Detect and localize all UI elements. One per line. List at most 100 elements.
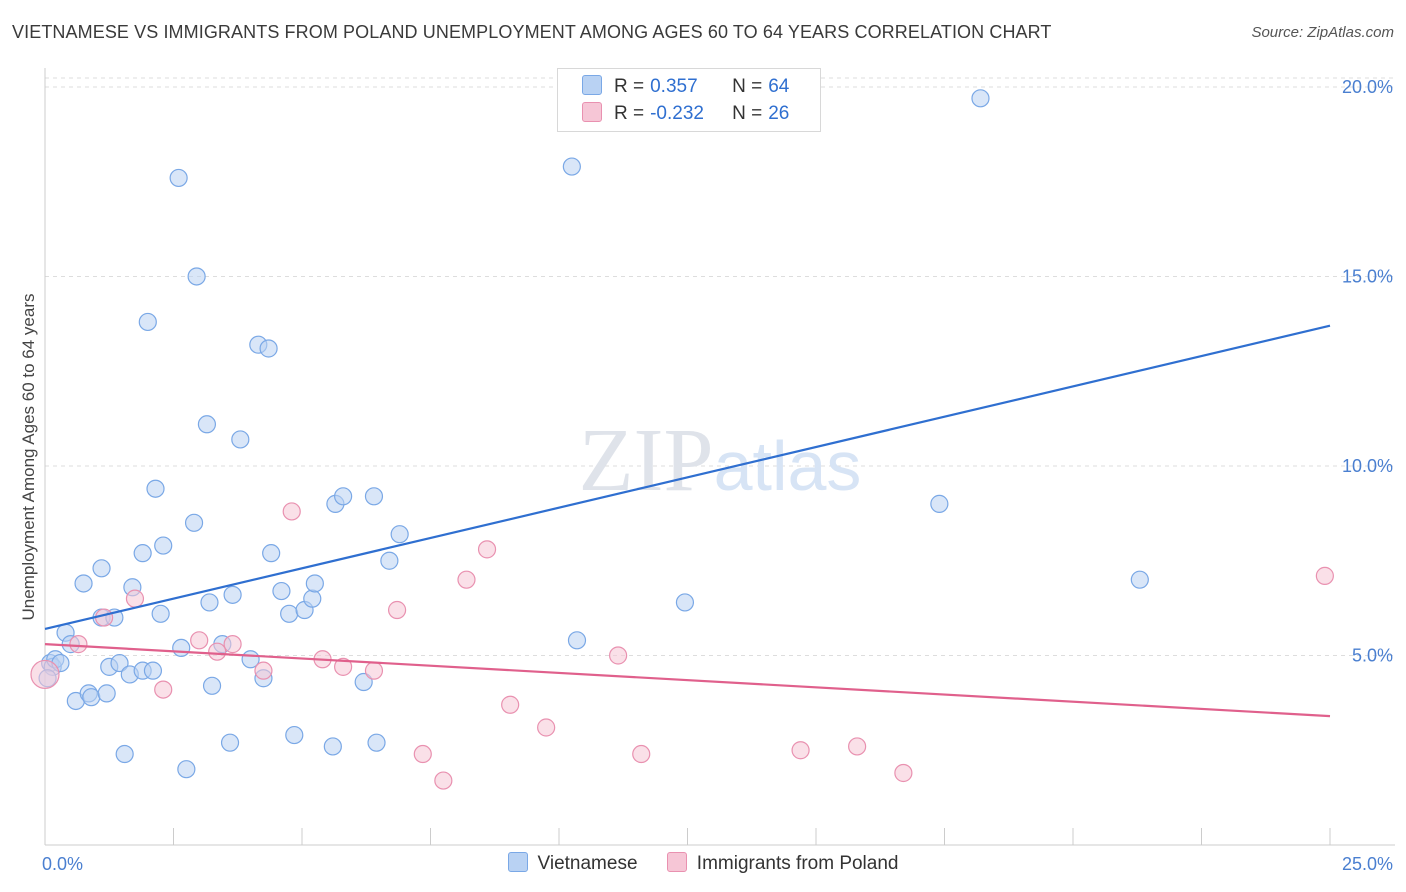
y-tick-label: 10.0% — [1342, 456, 1393, 476]
point-vietnamese — [364, 487, 384, 506]
point-vietnamese — [151, 604, 170, 623]
legend-r-label: R = — [614, 76, 645, 97]
point-vietnamese — [303, 589, 322, 608]
point-vietnamese — [259, 339, 278, 358]
point-poland — [254, 661, 273, 680]
point-vietnamese — [115, 744, 134, 764]
y-tick-label: 5.0% — [1352, 645, 1393, 665]
y-axis-label: Unemployment Among Ages 60 to 64 years — [19, 294, 38, 621]
point-vietnamese — [305, 574, 324, 593]
point-vietnamese — [930, 494, 949, 513]
trend-line-poland — [44, 643, 1331, 718]
point-poland — [501, 695, 520, 714]
point-vietnamese — [367, 733, 386, 752]
point-vietnamese — [231, 430, 250, 449]
y-tick-label: 20.0% — [1342, 77, 1393, 97]
point-poland — [632, 744, 651, 764]
point-vietnamese — [92, 559, 111, 578]
point-vietnamese — [323, 737, 342, 756]
point-poland — [848, 737, 867, 756]
point-vietnamese — [285, 725, 304, 745]
point-vietnamese — [272, 581, 291, 601]
point-poland — [208, 642, 227, 661]
chart-source: Source: ZipAtlas.com — [1251, 24, 1394, 41]
point-vietnamese — [262, 544, 281, 563]
point-poland — [791, 741, 810, 760]
point-poland — [364, 661, 384, 680]
point-vietnamese — [172, 638, 191, 658]
point-vietnamese — [74, 574, 93, 593]
point-vietnamese — [562, 157, 581, 176]
legend-item-vietnamese: Vietnamese — [507, 852, 638, 875]
legend-item-poland: Immigrants from Poland — [666, 852, 899, 875]
point-poland — [125, 589, 145, 608]
point-vietnamese — [971, 89, 990, 108]
legend-row-vietnamese: R = 0.357 N = 64 — [582, 75, 789, 99]
x-tick-labels: 0.0% 25.0% — [42, 854, 1393, 874]
trend-line-vietnamese — [44, 324, 1331, 631]
legend-label-poland: Immigrants from Poland — [696, 853, 899, 874]
point-poland — [477, 540, 497, 559]
point-poland — [69, 635, 88, 654]
point-poland — [334, 657, 353, 676]
point-vietnamese — [169, 168, 188, 188]
watermark-zip: ZIP — [579, 411, 714, 510]
point-poland — [30, 659, 60, 690]
watermark: ZIPatlas — [579, 411, 862, 510]
point-vietnamese — [177, 760, 196, 779]
chart-title: VIETNAMESE VS IMMIGRANTS FROM POLAND UNE… — [12, 22, 1052, 42]
point-poland — [190, 631, 209, 650]
point-vietnamese — [220, 733, 240, 752]
x-tick-label: 0.0% — [42, 854, 83, 874]
x-tick-label: 25.0% — [1342, 854, 1393, 874]
point-vietnamese — [390, 525, 409, 544]
point-vietnamese — [380, 551, 399, 570]
legend-swatch-vietnamese — [582, 75, 602, 95]
point-poland — [434, 771, 453, 790]
point-vietnamese — [110, 653, 129, 673]
point-poland — [457, 570, 476, 589]
correlation-legend: R = 0.357 N = 64 R = -0.232 N = 26 — [557, 68, 821, 132]
point-vietnamese — [82, 688, 101, 707]
legend-r-value: 0.357 — [650, 76, 698, 97]
legend-row-poland: R = -0.232 N = 26 — [582, 102, 789, 126]
point-vietnamese — [138, 312, 157, 332]
point-poland — [413, 744, 432, 764]
point-vietnamese — [567, 631, 587, 650]
point-poland — [537, 718, 556, 737]
point-vietnamese — [154, 536, 173, 555]
legend-label-vietnamese: Vietnamese — [537, 853, 638, 874]
legend-swatch-poland — [666, 852, 687, 872]
point-vietnamese — [184, 513, 204, 532]
y-tick-label: 15.0% — [1342, 266, 1393, 286]
legend-swatch-poland — [582, 102, 602, 122]
point-vietnamese — [202, 676, 222, 695]
point-poland — [387, 600, 407, 620]
point-vietnamese — [146, 479, 165, 498]
y-tick-labels: 5.0% 10.0% 15.0% 20.0% — [1342, 77, 1393, 666]
point-vietnamese — [143, 661, 163, 680]
legend-r-label: R = — [614, 103, 645, 124]
point-vietnamese — [200, 593, 219, 612]
legend-swatch-vietnamese — [507, 852, 528, 872]
point-poland — [894, 763, 913, 783]
point-vietnamese — [133, 544, 152, 563]
point-vietnamese — [187, 267, 206, 286]
grid-lines — [45, 77, 1395, 656]
point-poland — [223, 635, 242, 654]
point-vietnamese — [675, 593, 695, 612]
point-vietnamese — [354, 672, 373, 692]
point-poland — [609, 646, 628, 665]
point-vietnamese — [280, 604, 299, 623]
point-vietnamese — [334, 487, 353, 506]
legend-n-label: N = — [732, 103, 763, 124]
point-poland — [282, 502, 301, 521]
axes — [44, 68, 1395, 846]
legend-n-value: 26 — [768, 103, 790, 124]
point-poland — [154, 680, 173, 699]
point-poland — [1315, 566, 1334, 585]
point-vietnamese — [1130, 570, 1149, 589]
legend-n-label: N = — [732, 76, 763, 97]
legend-n-value: 64 — [768, 76, 790, 97]
